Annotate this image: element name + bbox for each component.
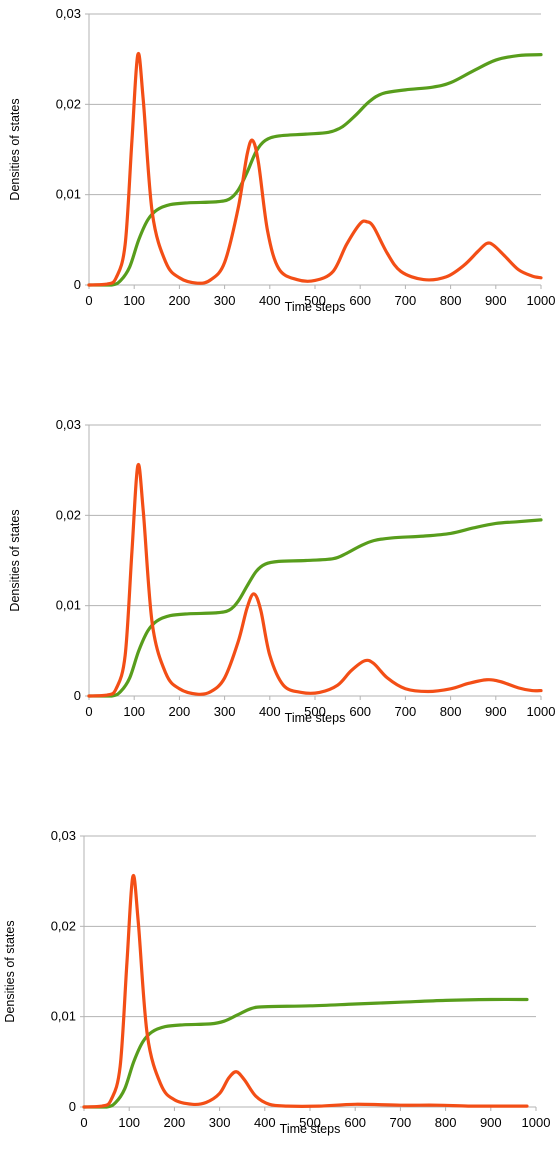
x-tick-label: 200 (164, 1115, 186, 1130)
y-tick-label: 0 (69, 1099, 76, 1114)
x-axis-title: Time steps (280, 1122, 341, 1136)
x-tick-label: 200 (169, 704, 191, 719)
x-tick-label: 900 (485, 293, 507, 308)
x-tick-label: 800 (435, 1115, 457, 1130)
chart-3: 0 0,01 0,02 0,03 0 100 200 300 400 500 600 700 800 90… (3, 828, 550, 1136)
series-line-1 (87, 53, 543, 287)
y-tick-label: 0 (74, 277, 81, 292)
x-tick-label: 0 (85, 293, 92, 308)
series-line-1 (87, 518, 543, 698)
x-tick-label: 500 (304, 293, 326, 308)
x-tick-label: 700 (390, 1115, 412, 1130)
y-tick-label: 0,01 (51, 1009, 76, 1024)
x-tick-label: 400 (259, 293, 281, 308)
x-tick-label: 700 (395, 293, 417, 308)
x-axis-title: Time steps (285, 711, 346, 725)
series-line-2 (82, 873, 529, 1109)
x-tick-label: 300 (209, 1115, 231, 1130)
x-tick-label: 500 (304, 704, 326, 719)
series-line-1 (82, 997, 529, 1109)
x-tick-label: 800 (440, 704, 462, 719)
x-tick-label: 1000 (522, 1115, 551, 1130)
x-tick-label: 600 (349, 704, 371, 719)
x-tick-label: 100 (123, 704, 145, 719)
x-tick-label: 1000 (527, 293, 556, 308)
y-tick-label: 0,02 (56, 96, 81, 111)
x-tick-label: 100 (118, 1115, 140, 1130)
y-tick-label: 0,03 (56, 417, 81, 432)
y-tick-label: 0,01 (56, 187, 81, 202)
x-tick-label: 300 (214, 704, 236, 719)
x-axis-title: Time steps (285, 300, 346, 314)
y-tick-label: 0,03 (56, 6, 81, 21)
x-tick-label: 600 (344, 1115, 366, 1130)
x-tick-label: 500 (299, 1115, 321, 1130)
x-tick-label: 0 (80, 1115, 87, 1130)
x-tick-label: 400 (259, 704, 281, 719)
y-axis-title: Densities of states (3, 920, 17, 1022)
x-tick-label: 300 (214, 293, 236, 308)
x-tick-label: 1000 (527, 704, 556, 719)
x-tick-label: 800 (440, 293, 462, 308)
x-tick-label: 700 (395, 704, 417, 719)
y-axis-title: Densities of states (8, 509, 22, 611)
y-tick-label: 0,03 (51, 828, 76, 843)
y-tick-label: 0 (74, 688, 81, 703)
x-tick-label: 400 (254, 1115, 276, 1130)
y-tick-label: 0,02 (51, 918, 76, 933)
chart-2: 0 0,01 0,02 0,03 0 100 200 300 400 500 600 700 800 90… (8, 417, 555, 725)
x-tick-label: 0 (85, 704, 92, 719)
y-tick-label: 0,01 (56, 598, 81, 613)
x-tick-label: 600 (349, 293, 371, 308)
x-tick-label: 200 (169, 293, 191, 308)
chart-1: 0 0,01 0,02 0,03 0 100 200 300 400 500 600 700 800 90… (8, 6, 555, 314)
series-line-2 (87, 51, 543, 287)
x-tick-label: 100 (123, 293, 145, 308)
x-tick-label: 900 (485, 704, 507, 719)
y-tick-label: 0,02 (56, 507, 81, 522)
x-tick-label: 900 (480, 1115, 502, 1130)
series-line-2 (87, 462, 543, 698)
y-axis-title: Densities of states (8, 98, 22, 200)
